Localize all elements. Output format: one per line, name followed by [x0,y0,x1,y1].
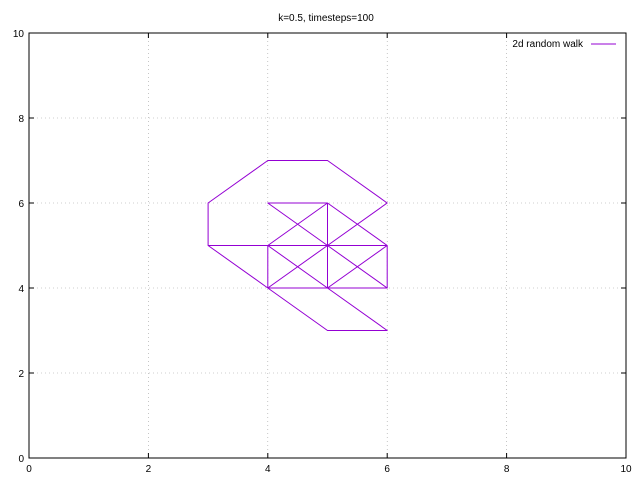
series-group [207,160,388,331]
ticks: 0 2 4 6 8 10 0 2 4 6 8 10 [13,29,632,475]
y-tick-label: 2 [18,369,24,380]
legend: 2d random walk [512,39,616,50]
x-tick-label: 4 [265,464,271,475]
series-line-random-walk [207,160,388,331]
x-tick-label: 2 [146,464,152,475]
y-tick-label: 8 [18,114,24,125]
chart-title: k=0.5, timesteps=100 [278,13,374,24]
y-tick-label: 4 [18,284,24,295]
legend-label: 2d random walk [512,39,584,50]
y-tick-label: 0 [18,454,24,465]
x-tick-label: 0 [26,464,32,475]
plot-frame [28,32,627,459]
y-tick-label: 10 [13,29,25,40]
x-tick-label: 6 [384,464,390,475]
x-tick-label: 8 [504,464,510,475]
x-tick-label: 10 [620,464,632,475]
y-tick-label: 6 [18,199,24,210]
